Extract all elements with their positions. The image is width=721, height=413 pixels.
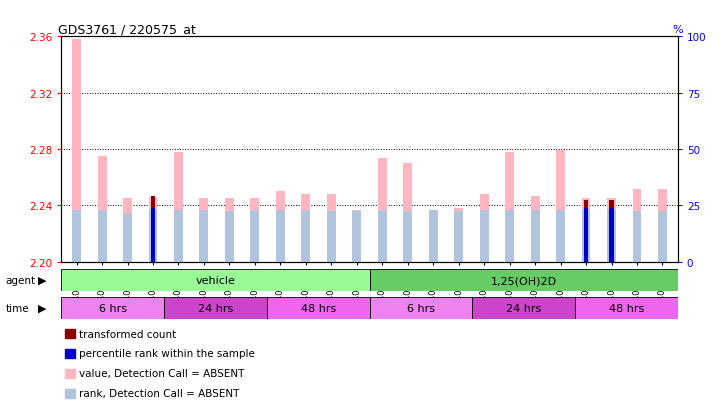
Bar — [301, 195, 310, 262]
Bar — [151, 208, 155, 262]
Bar — [556, 210, 565, 262]
Text: 48 hrs: 48 hrs — [609, 303, 644, 313]
Bar — [174, 210, 183, 262]
Bar — [403, 164, 412, 262]
Bar — [353, 210, 361, 262]
Bar — [429, 210, 438, 262]
Bar — [505, 152, 514, 262]
Bar — [584, 200, 588, 262]
Text: vehicle: vehicle — [195, 275, 235, 285]
Text: percentile rank within the sample: percentile rank within the sample — [79, 349, 255, 358]
Text: ▶: ▶ — [37, 275, 46, 285]
Bar — [556, 151, 565, 262]
Bar — [632, 211, 642, 262]
Bar — [531, 196, 539, 262]
Bar — [378, 158, 386, 262]
Bar — [658, 211, 667, 262]
Text: 6 hrs: 6 hrs — [407, 303, 435, 313]
Bar — [151, 196, 155, 262]
Bar — [200, 210, 208, 262]
Bar — [472, 297, 575, 319]
Text: time: time — [6, 303, 30, 313]
Bar — [607, 210, 616, 262]
Text: rank, Detection Call = ABSENT: rank, Detection Call = ABSENT — [79, 388, 239, 398]
Bar — [200, 199, 208, 262]
Bar — [97, 210, 107, 262]
Bar — [658, 189, 667, 262]
Bar — [609, 208, 614, 262]
Bar — [370, 270, 678, 291]
Bar — [61, 270, 370, 291]
Text: 1,25(OH)2D: 1,25(OH)2D — [490, 275, 557, 285]
Bar — [250, 199, 260, 262]
Bar — [632, 189, 642, 262]
Bar — [149, 210, 157, 262]
Bar — [582, 210, 590, 262]
Bar — [327, 211, 336, 262]
Bar — [582, 199, 590, 262]
Bar — [505, 210, 514, 262]
Text: 24 hrs: 24 hrs — [506, 303, 541, 313]
Bar — [123, 213, 132, 262]
Bar — [123, 199, 132, 262]
Bar — [378, 210, 386, 262]
Bar — [609, 200, 614, 262]
Text: transformed count: transformed count — [79, 329, 177, 339]
Bar — [575, 297, 678, 319]
Text: %: % — [673, 25, 683, 35]
Bar — [267, 297, 370, 319]
Bar — [174, 152, 183, 262]
Bar — [276, 192, 285, 262]
Bar — [479, 195, 489, 262]
Bar — [429, 210, 438, 262]
Text: value, Detection Call = ABSENT: value, Detection Call = ABSENT — [79, 368, 244, 378]
Bar — [531, 210, 539, 262]
Bar — [479, 210, 489, 262]
Text: agent: agent — [6, 275, 36, 285]
Bar — [301, 210, 310, 262]
Bar — [72, 210, 81, 262]
Bar — [225, 199, 234, 262]
Bar — [61, 297, 164, 319]
Bar — [454, 211, 463, 262]
Bar — [164, 297, 267, 319]
Bar — [225, 211, 234, 262]
Text: 24 hrs: 24 hrs — [198, 303, 233, 313]
Bar — [454, 209, 463, 262]
Text: GDS3761 / 220575_at: GDS3761 / 220575_at — [58, 23, 196, 36]
Bar — [607, 199, 616, 262]
Text: 6 hrs: 6 hrs — [99, 303, 127, 313]
Bar — [149, 197, 157, 262]
Bar — [353, 211, 361, 262]
Text: ▶: ▶ — [37, 303, 46, 313]
Bar — [250, 210, 260, 262]
Text: 48 hrs: 48 hrs — [301, 303, 336, 313]
Bar — [97, 157, 107, 262]
Bar — [403, 211, 412, 262]
Bar — [72, 40, 81, 262]
Bar — [327, 195, 336, 262]
Bar — [370, 297, 472, 319]
Bar — [276, 210, 285, 262]
Bar — [584, 208, 588, 262]
